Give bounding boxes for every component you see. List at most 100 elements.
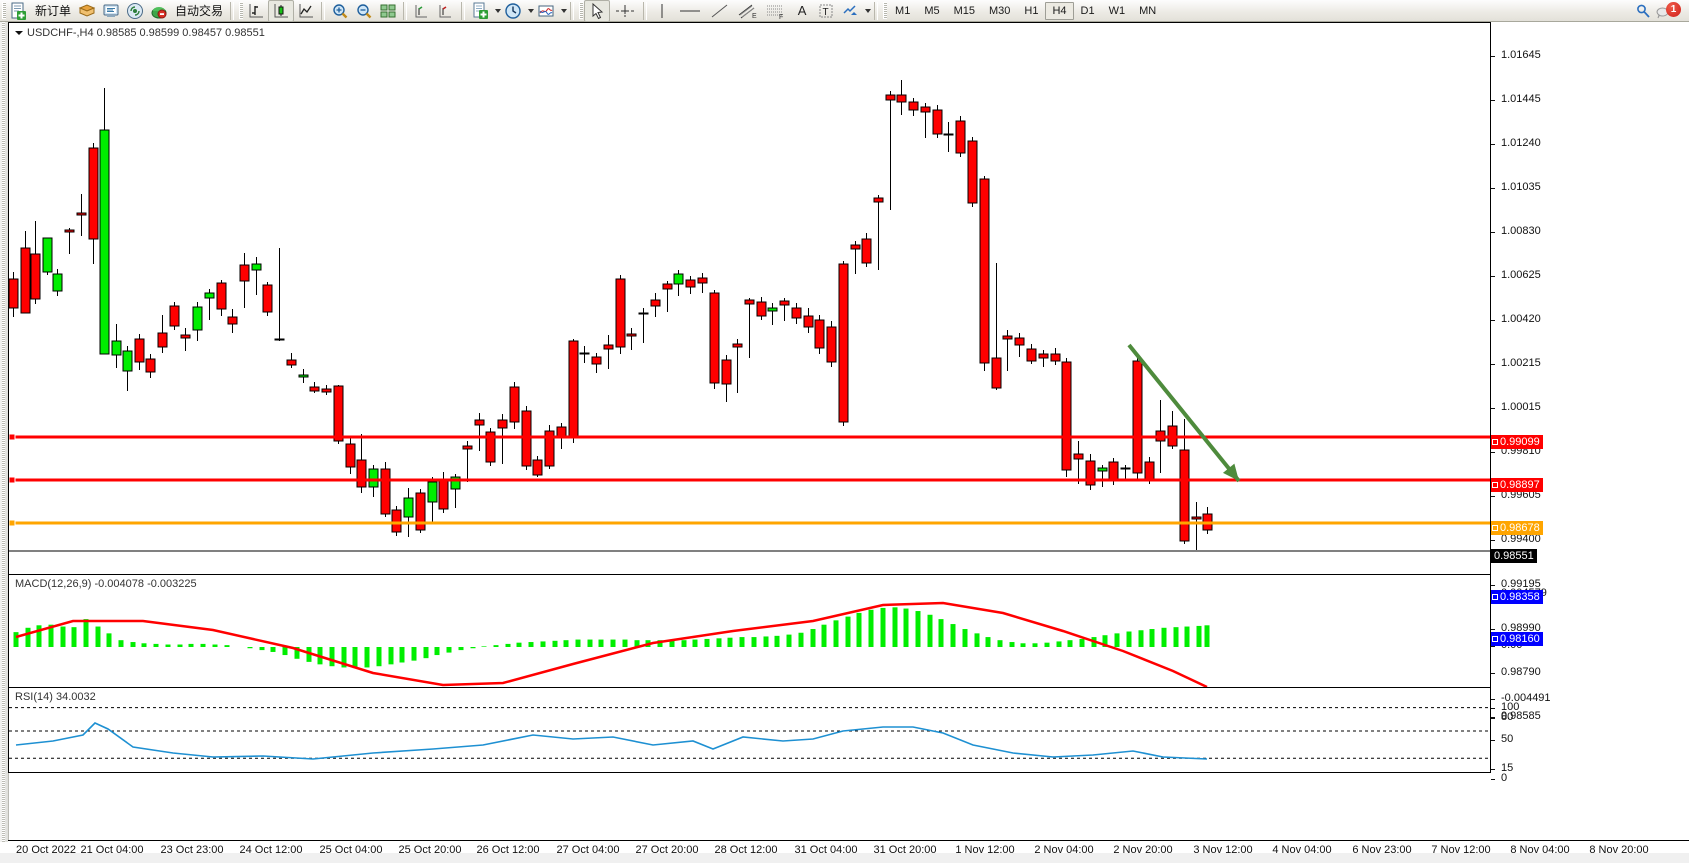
price-level-badge-handle[interactable] (1492, 594, 1498, 600)
toolbar-separator-7 (874, 1, 879, 20)
price-level-badge-handle[interactable] (1492, 636, 1498, 642)
candle-body (1014, 337, 1025, 346)
cursor-icon[interactable] (584, 0, 611, 22)
down-trend-arrow-line (1127, 343, 1241, 483)
horizontal-line-icon[interactable] (674, 1, 706, 21)
svg-text:F: F (779, 14, 783, 20)
timeframe-m1[interactable]: M1 (895, 4, 911, 17)
timeframe-mn[interactable]: MN (1139, 4, 1157, 17)
price-level-value: 0.98678 (1500, 522, 1540, 534)
timeframe-h4[interactable]: H4 (1045, 1, 1074, 20)
chart-menu-caret-icon[interactable] (15, 29, 23, 37)
notifications-button[interactable]: 1 (1655, 1, 1681, 20)
axis-tick-label: 1.01445 (1501, 93, 1541, 105)
templates-dropdown-caret[interactable] (495, 8, 502, 13)
candle-body (603, 344, 614, 350)
line-chart-icon[interactable] (294, 1, 318, 21)
terminal-icon[interactable] (99, 1, 123, 21)
equidistant-channel-icon[interactable]: E (734, 1, 762, 21)
price-level-badge-handle[interactable] (1492, 525, 1498, 531)
toolbar-separator-6 (643, 1, 648, 20)
toolbar-separator-4 (461, 1, 466, 20)
price-level-value: 0.98358 (1500, 591, 1540, 603)
bar-chart-icon[interactable] (244, 1, 268, 21)
candle-body (1026, 348, 1037, 362)
axis-tick-label: 1.01240 (1501, 137, 1541, 149)
candle-body (122, 350, 133, 372)
candle-body (356, 459, 367, 488)
price-level-badge[interactable]: 0.98551 (1491, 549, 1537, 563)
trendline-icon[interactable] (706, 1, 734, 21)
tile-windows-icon[interactable] (376, 1, 400, 21)
signal-icon[interactable] (123, 1, 147, 21)
toolbar-grip[interactable] (0, 1, 7, 21)
candle-body (485, 431, 496, 463)
price-axis[interactable]: 1.01645 1.01445 1.01240 1.01035 1.00830 1.006… (1491, 22, 1689, 840)
indicators-icon[interactable] (534, 1, 558, 21)
templates-icon[interactable] (468, 1, 492, 21)
arrows-dropdown-caret[interactable] (865, 8, 872, 13)
zoom-in-icon[interactable] (328, 1, 352, 21)
crosshair-icon[interactable] (610, 1, 640, 21)
candle-body (896, 94, 907, 103)
timeframe-m5[interactable]: M5 (924, 4, 940, 17)
timeframe-h1[interactable]: H1 (1024, 4, 1039, 17)
rsi-pane[interactable]: RSI(14) 34.0032 (8, 687, 1491, 773)
timeframe-d1[interactable]: D1 (1080, 4, 1095, 17)
price-level-badge[interactable]: 0.98358 (1491, 590, 1543, 604)
toolbar-grip-2[interactable] (237, 1, 244, 21)
candle-body (638, 312, 649, 315)
price-level-badge[interactable]: 0.98678 (1491, 521, 1543, 535)
candle-body (509, 386, 520, 423)
price-pane[interactable]: USDCHF-,H4 0.98585 0.98599 0.98457 0.985… (8, 22, 1491, 575)
data-window-icon[interactable] (410, 1, 434, 21)
candle-body (462, 445, 473, 450)
svg-text:E: E (752, 13, 757, 20)
wallet-icon[interactable] (75, 1, 99, 21)
price-candles-svg (9, 80, 1490, 552)
timeframe-m15[interactable]: M15 (953, 4, 975, 17)
toolbar-separator-5 (570, 1, 575, 20)
candle-body (450, 476, 461, 490)
price-level-badge[interactable]: 0.99099 (1491, 435, 1543, 449)
candle-body (1085, 460, 1096, 486)
candlestick-icon[interactable] (268, 0, 295, 22)
toolbar-grip-3[interactable] (577, 1, 584, 21)
axis-tick-label: 0 (1501, 772, 1508, 784)
search-icon[interactable] (1631, 1, 1655, 21)
candle-body (99, 129, 110, 355)
fibonacci-icon[interactable]: F (762, 1, 790, 21)
period-icon[interactable] (501, 1, 525, 21)
period-dropdown-caret[interactable] (528, 8, 535, 13)
macd-pane[interactable]: MACD(12,26,9) -0.004078 -0.003225 (8, 574, 1491, 688)
timeframe-m30[interactable]: M30 (989, 4, 1011, 17)
autotrade-icon[interactable] (147, 1, 171, 21)
text-icon[interactable]: T (814, 1, 838, 21)
candle-body (380, 468, 391, 515)
down-trend-arrow-head (1222, 463, 1239, 481)
candle-body (216, 282, 227, 310)
auto-trading-label[interactable]: 自动交易 (175, 4, 224, 18)
axis-tick-label: 0.99605 (1501, 489, 1541, 501)
price-level-badge[interactable]: 0.98160 (1491, 632, 1543, 646)
axis-tick-label: 1.00420 (1501, 313, 1541, 325)
main-toolbar: 新订单 (0, 0, 1689, 22)
price-level-badge-handle[interactable] (1492, 439, 1498, 445)
candle-body (803, 315, 814, 328)
new-order-icon[interactable] (7, 1, 31, 21)
candle-body (979, 178, 990, 364)
candle-body (345, 443, 356, 468)
objects-list-icon[interactable] (434, 1, 458, 21)
arrows-icon[interactable] (838, 1, 862, 21)
text-label-icon[interactable]: A (797, 3, 807, 18)
candle-body (1132, 360, 1143, 474)
price-level-value: 0.98160 (1500, 633, 1540, 645)
timeframe-w1[interactable]: W1 (1108, 4, 1126, 17)
indicators-dropdown-caret[interactable] (561, 8, 568, 13)
toolbar-grip-4[interactable] (881, 1, 888, 21)
new-order-label[interactable]: 新订单 (35, 4, 72, 18)
vertical-line-icon[interactable] (650, 1, 674, 21)
price-level-badge[interactable]: 0.98897 (1491, 478, 1543, 492)
price-level-badge-handle[interactable] (1492, 482, 1498, 488)
zoom-out-icon[interactable] (352, 1, 376, 21)
